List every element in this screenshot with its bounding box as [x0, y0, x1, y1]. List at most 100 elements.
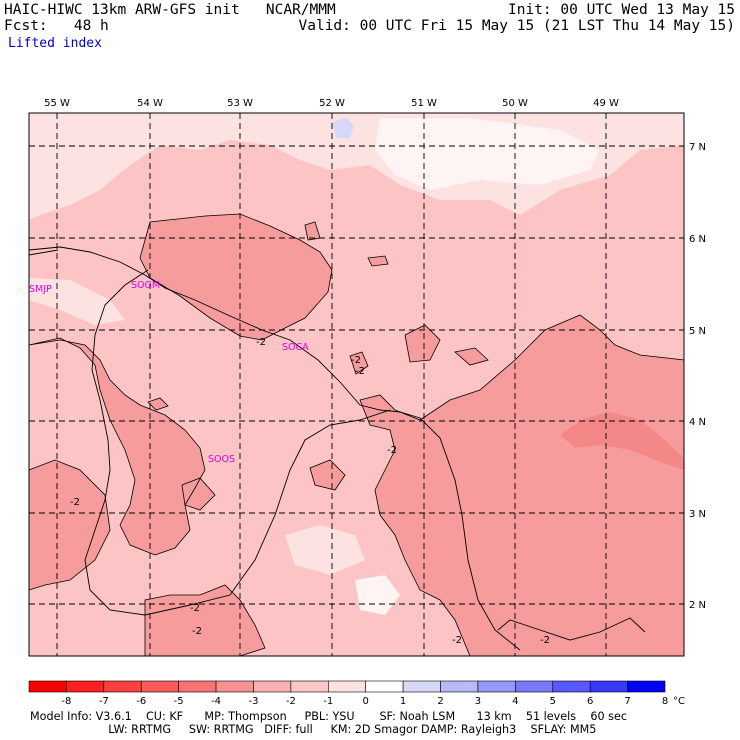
scale-label: -8: [61, 696, 71, 707]
shade-small-2: [455, 348, 488, 365]
color-swatch: [253, 680, 292, 693]
color-swatch: [589, 680, 628, 693]
forecast-hour: Fcst: 48 h: [4, 18, 109, 34]
scale-label: -3: [248, 696, 258, 707]
scale-label: -4: [211, 696, 221, 707]
station-label: SMJP: [29, 284, 52, 295]
color-swatch: [66, 680, 105, 693]
deeper-shade-east: [560, 412, 684, 470]
contour-label: -2: [351, 355, 361, 366]
longitude-label: 52 W: [319, 98, 345, 109]
latitude-label: 5 N: [689, 326, 706, 337]
model-title: HAIC-HIWC 13km ARW-GFS init NCAR/MMM: [4, 2, 336, 18]
contour-line: [28, 459, 111, 591]
scale-label: -1: [323, 696, 333, 707]
contour-line: [454, 347, 489, 366]
contour-line: [367, 255, 389, 267]
scale-label: 5: [550, 696, 556, 707]
color-swatch: [215, 680, 254, 693]
contour-label: -2: [387, 445, 397, 456]
contour-label: -2: [256, 337, 266, 348]
scale-label: -7: [99, 696, 109, 707]
contour-line: [309, 459, 346, 491]
scale-label: 1: [400, 696, 406, 707]
scale-label: 3: [475, 696, 481, 707]
latitude-label: 7 N: [689, 142, 706, 153]
contour-line: [181, 477, 216, 511]
contour-label: -2: [355, 366, 365, 377]
color-swatch: [440, 680, 479, 693]
north-coastline: [28, 246, 521, 651]
color-swatch: [178, 680, 217, 693]
contour-label: -2: [540, 635, 550, 646]
scale-label: 2: [437, 696, 443, 707]
white-patch-south: [355, 575, 400, 615]
color-swatch: [365, 680, 404, 693]
shade-south: [145, 585, 265, 656]
station-labels: SMJP SOGM SOCA SOOS: [29, 280, 309, 465]
longitude-label: 49 W: [593, 98, 619, 109]
latitude-labels: 7 N 6 N 5 N 4 N 3 N 2 N: [689, 142, 706, 611]
station-label: SOGM: [131, 280, 160, 291]
shaded-regions: [29, 113, 684, 656]
scale-label: -2: [286, 696, 296, 707]
latitude-label: 2 N: [689, 600, 706, 611]
latitude-label: 3 N: [689, 509, 706, 520]
station-label: SOCA: [282, 342, 309, 353]
scale-unit: °C: [673, 696, 685, 707]
model-info-line-2: LW: RRTMG SW: RRTMG DIFF: full KM: 2D Sm…: [30, 723, 597, 736]
white-patch-northeast: [375, 118, 600, 190]
contour-label: -2: [452, 635, 462, 646]
color-swatch: [477, 680, 516, 693]
latitude-label: 4 N: [689, 417, 706, 428]
contour-line: [349, 351, 369, 375]
positive-patch: [332, 118, 354, 138]
shade-west-coast: [29, 338, 205, 555]
longitude-label: 55 W: [44, 98, 70, 109]
scale-label: 0: [363, 696, 369, 707]
init-time: Init: 00 UTC Wed 13 May 15: [508, 2, 735, 18]
contour-lines: [28, 213, 685, 657]
field-name: Lifted index: [8, 36, 102, 51]
longitude-label: 53 W: [227, 98, 253, 109]
contour-line: [28, 337, 206, 556]
shade-small-1: [405, 325, 440, 362]
scale-label: -5: [174, 696, 184, 707]
station-label: SOOS: [208, 454, 235, 465]
longitude-label: 51 W: [411, 98, 437, 109]
color-swatch: [627, 680, 666, 693]
light-shade-west: [29, 278, 125, 325]
longitude-label: 54 W: [137, 98, 163, 109]
scale-label: 6: [587, 696, 593, 707]
scale-label: 4: [512, 696, 518, 707]
color-swatch: [28, 680, 67, 693]
longitude-label: 50 W: [502, 98, 528, 109]
model-info-line-1: Model Info: V3.6.1 CU: KF MP: Thompson P…: [30, 710, 627, 723]
shade-north-coast: [140, 214, 332, 340]
longitude-labels: 55 W 54 W 53 W 52 W 51 W 50 W 49 W: [44, 98, 619, 109]
color-scale-bar: -8 -7 -6 -5 -4 -3 -2 -1 0 1 2 3 4 5 6 7 8 °C: [28, 680, 685, 707]
color-swatch: [402, 680, 441, 693]
border-west: [28, 249, 391, 616]
shade-southwest: [29, 460, 110, 590]
contour-line: [147, 397, 169, 411]
color-swatch: [515, 680, 554, 693]
scale-label: -6: [136, 696, 146, 707]
color-swatch: [290, 680, 329, 693]
lat-lon-grid: [29, 113, 684, 656]
contour-label: -2: [192, 626, 202, 637]
contour-label: -2: [70, 497, 80, 508]
light-patch-south: [285, 525, 365, 575]
valid-time: Valid: 00 UTC Fri 15 May 15 (21 LST Thu …: [298, 18, 736, 34]
color-swatch: [327, 680, 367, 693]
coastline-borders: [28, 246, 646, 651]
contour-label: -2: [190, 603, 200, 614]
scale-label: 8: [662, 696, 668, 707]
contour-line: [404, 324, 441, 363]
contour-value-labels: -2-2-2-2-2-2-2 -2-2: [70, 337, 550, 646]
color-swatch: [552, 680, 591, 693]
shade-small-7: [368, 256, 388, 266]
shade-east: [360, 315, 684, 656]
border-east: [497, 617, 646, 641]
